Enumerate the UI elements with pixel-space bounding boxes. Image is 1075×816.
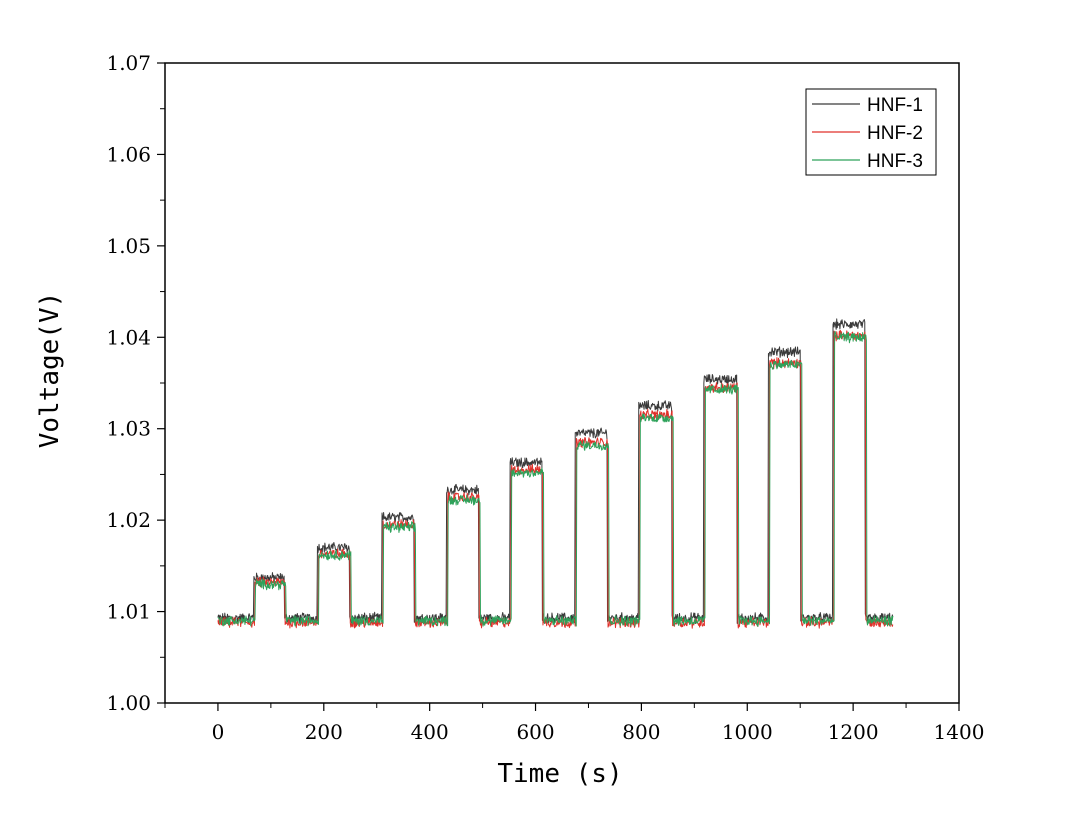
y-tick-label: 1.05 bbox=[106, 234, 151, 258]
y-axis-title: Voltage(V) bbox=[35, 292, 65, 449]
x-tick-label: 1000 bbox=[722, 720, 773, 744]
y-tick-label: 1.00 bbox=[106, 691, 151, 715]
series-line-hnf-3 bbox=[217, 330, 894, 627]
y-tick-label: 1.01 bbox=[106, 600, 151, 624]
x-tick-label: 1200 bbox=[828, 720, 879, 744]
x-tick-label: 600 bbox=[516, 720, 554, 744]
y-tick-label: 1.04 bbox=[106, 325, 151, 349]
legend-label-hnf-3: HNF-3 bbox=[867, 151, 923, 172]
x-tick-label: 0 bbox=[212, 720, 225, 744]
y-tick-label: 1.02 bbox=[106, 508, 151, 532]
y-axis-ticks: 1.00 1.01 1.02 1.03 1.04 1.05 1.06 1.07 bbox=[106, 51, 165, 715]
x-axis-ticks: 0 200 400 600 800 1000 1200 1400 bbox=[164, 703, 985, 744]
y-tick-label: 1.06 bbox=[106, 142, 151, 166]
legend-label-hnf-1: HNF-1 bbox=[867, 95, 923, 116]
y-tick-label: 1.03 bbox=[106, 417, 151, 441]
x-axis-title: Time (s) bbox=[497, 759, 622, 789]
x-tick-label: 800 bbox=[622, 720, 660, 744]
x-tick-label: 200 bbox=[305, 720, 343, 744]
x-tick-label: 400 bbox=[411, 720, 449, 744]
legend-items: HNF-1 HNF-2 HNF-3 bbox=[812, 95, 923, 172]
x-tick-label: 1400 bbox=[934, 720, 985, 744]
legend: HNF-1 HNF-2 HNF-3 bbox=[805, 88, 937, 176]
y-tick-label: 1.07 bbox=[106, 51, 151, 75]
series-lines bbox=[217, 318, 894, 629]
legend-label-hnf-2: HNF-2 bbox=[867, 123, 923, 144]
